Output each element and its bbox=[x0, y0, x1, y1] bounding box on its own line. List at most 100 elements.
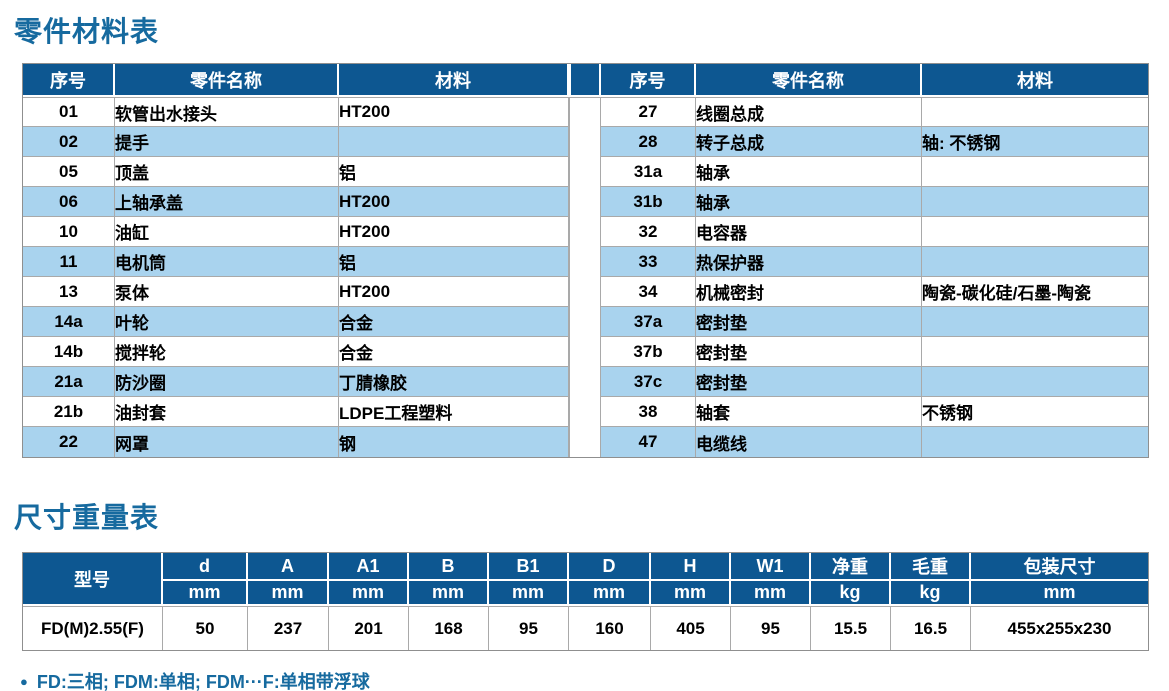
part-name-cell: 油缸 bbox=[115, 217, 339, 247]
table-row: 01 软管出水接头 HT200 27 线圈总成 bbox=[23, 97, 1148, 457]
part-no-cell: 32 bbox=[601, 217, 696, 247]
column-header-no-right: 序号 bbox=[601, 64, 696, 97]
part-no-cell: 21a bbox=[23, 367, 115, 397]
table-row: 14b 搅拌轮 合金 37b 密封垫 bbox=[23, 337, 1148, 367]
part-no-cell: 06 bbox=[23, 187, 115, 217]
parts-material-table-title: 零件材料表 bbox=[14, 16, 160, 47]
part-material-cell: LDPE工程塑料 bbox=[339, 397, 569, 427]
part-no-cell: 13 bbox=[23, 277, 115, 307]
dims-header-label-row: 型号 d A A1 B B1 D H W1 净重 毛重 包装尺寸 bbox=[23, 553, 1148, 606]
part-name-cell: 防沙圈 bbox=[115, 367, 339, 397]
page: 零件材料表 序号 零件名称 材料 序号 零件名称 材料 01 软管出水接头 HT20… bbox=[0, 10, 1169, 691]
part-name-cell: 电容器 bbox=[696, 217, 922, 247]
part-name-cell: 提手 bbox=[115, 127, 339, 157]
column-header-material: 材料 bbox=[339, 64, 569, 97]
unit-header: mm bbox=[409, 581, 489, 606]
part-name-cell: 电机筒 bbox=[115, 247, 339, 277]
part-name-cell: 上轴承盖 bbox=[115, 187, 339, 217]
column-header-name: 零件名称 bbox=[115, 64, 339, 97]
column-header-model: 型号 bbox=[23, 553, 163, 606]
dimension-value-cell: 50 bbox=[163, 606, 248, 650]
part-no-cell: 31a bbox=[601, 157, 696, 187]
part-material-cell bbox=[922, 187, 1148, 217]
part-name-cell: 密封垫 bbox=[696, 337, 922, 367]
part-name-cell: 轴承 bbox=[696, 187, 922, 217]
unit-header: mm bbox=[651, 581, 731, 606]
part-no-cell: 37c bbox=[601, 367, 696, 397]
column-header-H: H bbox=[651, 553, 731, 581]
table-row: 21a 防沙圈 丁腈橡胶 37c 密封垫 bbox=[23, 367, 1148, 397]
table-row: 05 顶盖铝 31a 轴承 bbox=[23, 157, 1148, 187]
part-no-cell: 31b bbox=[601, 187, 696, 217]
column-header-A1: A1 bbox=[329, 553, 409, 581]
part-no-cell: 14a bbox=[23, 307, 115, 337]
footnote-text: FD:三相; FDM:单相; FDM···F:单相带浮球 bbox=[36, 672, 370, 691]
unit-header: kg bbox=[811, 581, 891, 606]
part-name-cell: 轴套 bbox=[696, 397, 922, 427]
column-header-包装尺寸: 包装尺寸 bbox=[971, 553, 1148, 581]
part-name-cell: 密封垫 bbox=[696, 367, 922, 397]
part-no-cell: 02 bbox=[23, 127, 115, 157]
dimension-value-cell: 237 bbox=[248, 606, 329, 650]
column-header-name-right: 零件名称 bbox=[696, 64, 922, 97]
part-material-cell bbox=[922, 427, 1148, 457]
part-no-cell: 11 bbox=[23, 247, 115, 277]
dimension-value-cell: 16.5 bbox=[891, 606, 971, 650]
part-name-cell: 电缆线 bbox=[696, 427, 922, 457]
table-row: FD(M)2.55(F) 50 237 201 168 95 160 405 95 15.5 16… bbox=[23, 606, 1148, 650]
table-row: 10 油缸 HT200 32 电容器 bbox=[23, 217, 1148, 247]
dimension-value-cell: 405 bbox=[651, 606, 731, 650]
part-material-cell: 陶瓷-碳化硅/石墨-陶瓷 bbox=[922, 277, 1148, 307]
part-name-cell: 机械密封 bbox=[696, 277, 922, 307]
part-name-cell: 转子总成 bbox=[696, 127, 922, 157]
part-name-cell: 顶盖 bbox=[115, 157, 339, 187]
part-no-cell: 34 bbox=[601, 277, 696, 307]
parts-header-row: 序号 零件名称 材料 序号 零件名称 材料 bbox=[23, 64, 1148, 97]
column-header-material-right: 材料 bbox=[922, 64, 1148, 97]
unit-header: mm bbox=[489, 581, 569, 606]
dimension-value-cell: 168 bbox=[409, 606, 489, 650]
part-material-cell bbox=[922, 157, 1148, 187]
part-material-cell: 丁腈橡胶 bbox=[339, 367, 569, 397]
part-no-cell: 28 bbox=[601, 127, 696, 157]
bullet-icon: ● bbox=[20, 673, 28, 689]
column-header-毛重: 毛重 bbox=[891, 553, 971, 581]
spacer-column bbox=[569, 97, 601, 457]
table-row: 13 泵体 HT200 34 机械密封 陶瓷-碳化硅/石墨-陶瓷 bbox=[23, 277, 1148, 307]
unit-header: mm bbox=[163, 581, 248, 606]
unit-header: kg bbox=[891, 581, 971, 606]
dimension-value-cell: 160 bbox=[569, 606, 651, 650]
part-no-cell: 37b bbox=[601, 337, 696, 367]
footnote: ● FD:三相; FDM:单相; FDM···F:单相带浮球 bbox=[20, 668, 1169, 691]
model-cell: FD(M)2.55(F) bbox=[23, 606, 163, 650]
part-material-cell: HT200 bbox=[339, 217, 569, 247]
part-material-cell: HT200 bbox=[339, 277, 569, 307]
part-no-cell: 21b bbox=[23, 397, 115, 427]
dimension-value-cell: 201 bbox=[329, 606, 409, 650]
part-name-cell: 密封垫 bbox=[696, 307, 922, 337]
part-material-cell bbox=[922, 367, 1148, 397]
part-name-cell: 叶轮 bbox=[115, 307, 339, 337]
column-header-d: d bbox=[163, 553, 248, 581]
unit-header: mm bbox=[569, 581, 651, 606]
dimension-weight-table-title: 尺寸重量表 bbox=[14, 502, 160, 533]
part-name-cell: 软管出水接头 bbox=[115, 97, 339, 127]
part-no-cell: 01 bbox=[23, 97, 115, 127]
part-material-cell bbox=[339, 127, 569, 157]
part-material-cell bbox=[922, 97, 1148, 127]
part-material-cell bbox=[922, 337, 1148, 367]
part-material-cell: HT200 bbox=[339, 187, 569, 217]
part-name-cell: 轴承 bbox=[696, 157, 922, 187]
part-material-cell: HT200 bbox=[339, 97, 569, 127]
part-no-cell: 37a bbox=[601, 307, 696, 337]
part-material-cell bbox=[922, 247, 1148, 277]
part-material-cell: 合金 bbox=[339, 307, 569, 337]
dimension-value-cell: 455x255x230 bbox=[971, 606, 1148, 650]
part-material-cell: 钢 bbox=[339, 427, 569, 457]
part-no-cell: 38 bbox=[601, 397, 696, 427]
part-no-cell: 27 bbox=[601, 97, 696, 127]
spacer-column-header bbox=[569, 64, 601, 97]
table-row: 06 上轴承盖 HT200 31b 轴承 bbox=[23, 187, 1148, 217]
dimension-value-cell: 95 bbox=[731, 606, 811, 650]
part-name-cell: 热保护器 bbox=[696, 247, 922, 277]
